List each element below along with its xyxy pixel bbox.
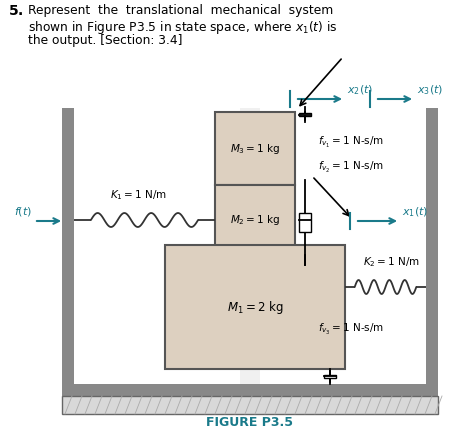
Bar	[260, 108, 426, 384]
Bar	[74, 108, 426, 384]
Text: $f_{v_3} = 1$ N-s/m: $f_{v_3} = 1$ N-s/m	[318, 322, 384, 336]
Bar	[299, 213, 311, 232]
Text: FIGURE P3.5: FIGURE P3.5	[207, 416, 293, 429]
Bar	[299, 113, 311, 116]
Text: shown in Figure P3.5 in state space, where $x_1(t)$ is: shown in Figure P3.5 in state space, whe…	[28, 19, 337, 36]
Text: Represent  the  translational  mechanical  system: Represent the translational mechanical s…	[28, 4, 333, 17]
Bar	[62, 108, 438, 396]
Text: $x_3(t)$: $x_3(t)$	[417, 83, 443, 97]
Bar	[62, 396, 438, 414]
Text: $M_3 = 1$ kg: $M_3 = 1$ kg	[240, 113, 290, 127]
Bar	[165, 245, 345, 369]
Bar	[324, 375, 336, 378]
Text: $x_2(t)$: $x_2(t)$	[347, 83, 373, 97]
Bar	[215, 112, 295, 185]
Text: the output. [Section: 3.4]: the output. [Section: 3.4]	[28, 34, 182, 47]
Text: $K_1 = 1$ N/m: $K_1 = 1$ N/m	[109, 188, 166, 202]
Text: $f(t)$: $f(t)$	[14, 205, 32, 218]
Text: $M_2 = 1$ kg: $M_2 = 1$ kg	[230, 213, 280, 227]
Text: $x_1(t)$: $x_1(t)$	[402, 205, 428, 219]
Text: $M_3 = 1$ kg: $M_3 = 1$ kg	[230, 142, 280, 156]
Text: $f_{v_2} = 1$ N-s/m: $f_{v_2} = 1$ N-s/m	[318, 160, 384, 174]
Bar	[215, 185, 295, 255]
Text: $M_1 = 2$ kg: $M_1 = 2$ kg	[227, 298, 283, 316]
Text: $\mathbf{5.}$: $\mathbf{5.}$	[8, 4, 24, 18]
Text: $f_{v_1} = 1$ N-s/m: $f_{v_1} = 1$ N-s/m	[318, 135, 384, 149]
Bar	[74, 108, 240, 384]
Text: $K_2 = 1$ N/m: $K_2 = 1$ N/m	[363, 255, 419, 269]
